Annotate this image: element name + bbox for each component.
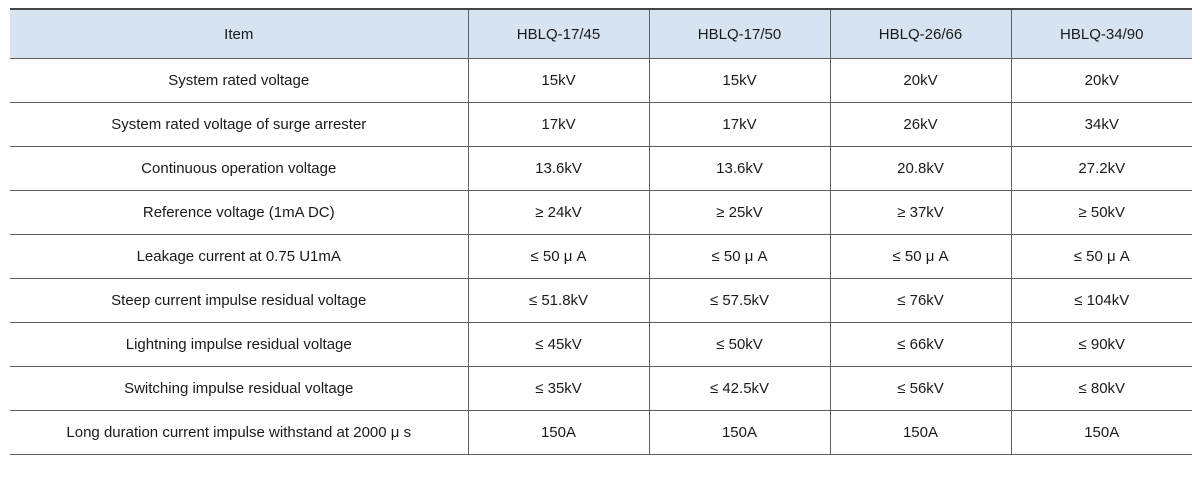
table-cell: ≤ 50 μ A (467, 234, 649, 279)
table-cell: ≤ 50 μ A (829, 234, 1011, 279)
table-cell: ≥ 50kV (1010, 190, 1192, 235)
row-label: Reference voltage (1mA DC) (10, 190, 468, 235)
table-cell: ≤ 90kV (1010, 322, 1192, 367)
table-row: Continuous operation voltage 13.6kV 13.6… (10, 146, 1192, 191)
column-header-hblq-34-90: HBLQ-34/90 (1010, 8, 1192, 59)
row-label: Long duration current impulse withstand … (10, 410, 468, 455)
table-cell: ≤ 76kV (829, 278, 1011, 323)
table-cell: ≤ 50 μ A (1010, 234, 1192, 279)
table-cell: 26kV (829, 102, 1011, 147)
table-cell: ≤ 80kV (1010, 366, 1192, 411)
table-cell: ≥ 37kV (829, 190, 1011, 235)
row-label: Steep current impulse residual voltage (10, 278, 468, 323)
table-row: Long duration current impulse withstand … (10, 410, 1192, 455)
table-cell: 13.6kV (467, 146, 649, 191)
column-header-hblq-26-66: HBLQ-26/66 (829, 8, 1011, 59)
table-cell: ≤ 50 μ A (648, 234, 830, 279)
table-cell: 150A (1010, 410, 1192, 455)
table-cell: 15kV (648, 58, 830, 103)
table-row: Steep current impulse residual voltage ≤… (10, 278, 1192, 323)
table-cell: 150A (648, 410, 830, 455)
table-cell: ≥ 25kV (648, 190, 830, 235)
table-cell: ≥ 24kV (467, 190, 649, 235)
table-cell: 150A (829, 410, 1011, 455)
row-label: Switching impulse residual voltage (10, 366, 468, 411)
row-label: Lightning impulse residual voltage (10, 322, 468, 367)
table-cell: 27.2kV (1010, 146, 1192, 191)
table-cell: 17kV (467, 102, 649, 147)
table-cell: ≤ 66kV (829, 322, 1011, 367)
column-header-item: Item (10, 8, 468, 59)
spec-table-container: Item HBLQ-17/45 HBLQ-17/50 HBLQ-26/66 HB… (10, 8, 1192, 455)
row-label: Leakage current at 0.75 U1mA (10, 234, 468, 279)
row-label: System rated voltage of surge arrester (10, 102, 468, 147)
table-cell: 17kV (648, 102, 830, 147)
table-cell: 150A (467, 410, 649, 455)
row-label: System rated voltage (10, 58, 468, 103)
table-row: System rated voltage of surge arrester 1… (10, 102, 1192, 147)
table-cell: 20kV (1010, 58, 1192, 103)
table-cell: ≤ 57.5kV (648, 278, 830, 323)
table-cell: ≤ 104kV (1010, 278, 1192, 323)
column-header-hblq-17-45: HBLQ-17/45 (467, 8, 649, 59)
table-row: System rated voltage 15kV 15kV 20kV 20kV (10, 58, 1192, 103)
column-header-hblq-17-50: HBLQ-17/50 (648, 8, 830, 59)
table-cell: 20kV (829, 58, 1011, 103)
table-row: Reference voltage (1mA DC) ≥ 24kV ≥ 25kV… (10, 190, 1192, 235)
table-cell: 20.8kV (829, 146, 1011, 191)
table-cell: ≤ 45kV (467, 322, 649, 367)
row-label: Continuous operation voltage (10, 146, 468, 191)
table-cell: ≤ 42.5kV (648, 366, 830, 411)
table-cell: ≤ 56kV (829, 366, 1011, 411)
table-cell: ≤ 35kV (467, 366, 649, 411)
table-cell: ≤ 51.8kV (467, 278, 649, 323)
table-cell: 34kV (1010, 102, 1192, 147)
table-cell: ≤ 50kV (648, 322, 830, 367)
table-row: Switching impulse residual voltage ≤ 35k… (10, 366, 1192, 411)
table-cell: 15kV (467, 58, 649, 103)
table-cell: 13.6kV (648, 146, 830, 191)
table-header-row: Item HBLQ-17/45 HBLQ-17/50 HBLQ-26/66 HB… (10, 8, 1192, 59)
table-row: Lightning impulse residual voltage ≤ 45k… (10, 322, 1192, 367)
surge-arrester-spec-table: Item HBLQ-17/45 HBLQ-17/50 HBLQ-26/66 HB… (10, 8, 1192, 455)
table-row: Leakage current at 0.75 U1mA ≤ 50 μ A ≤ … (10, 234, 1192, 279)
